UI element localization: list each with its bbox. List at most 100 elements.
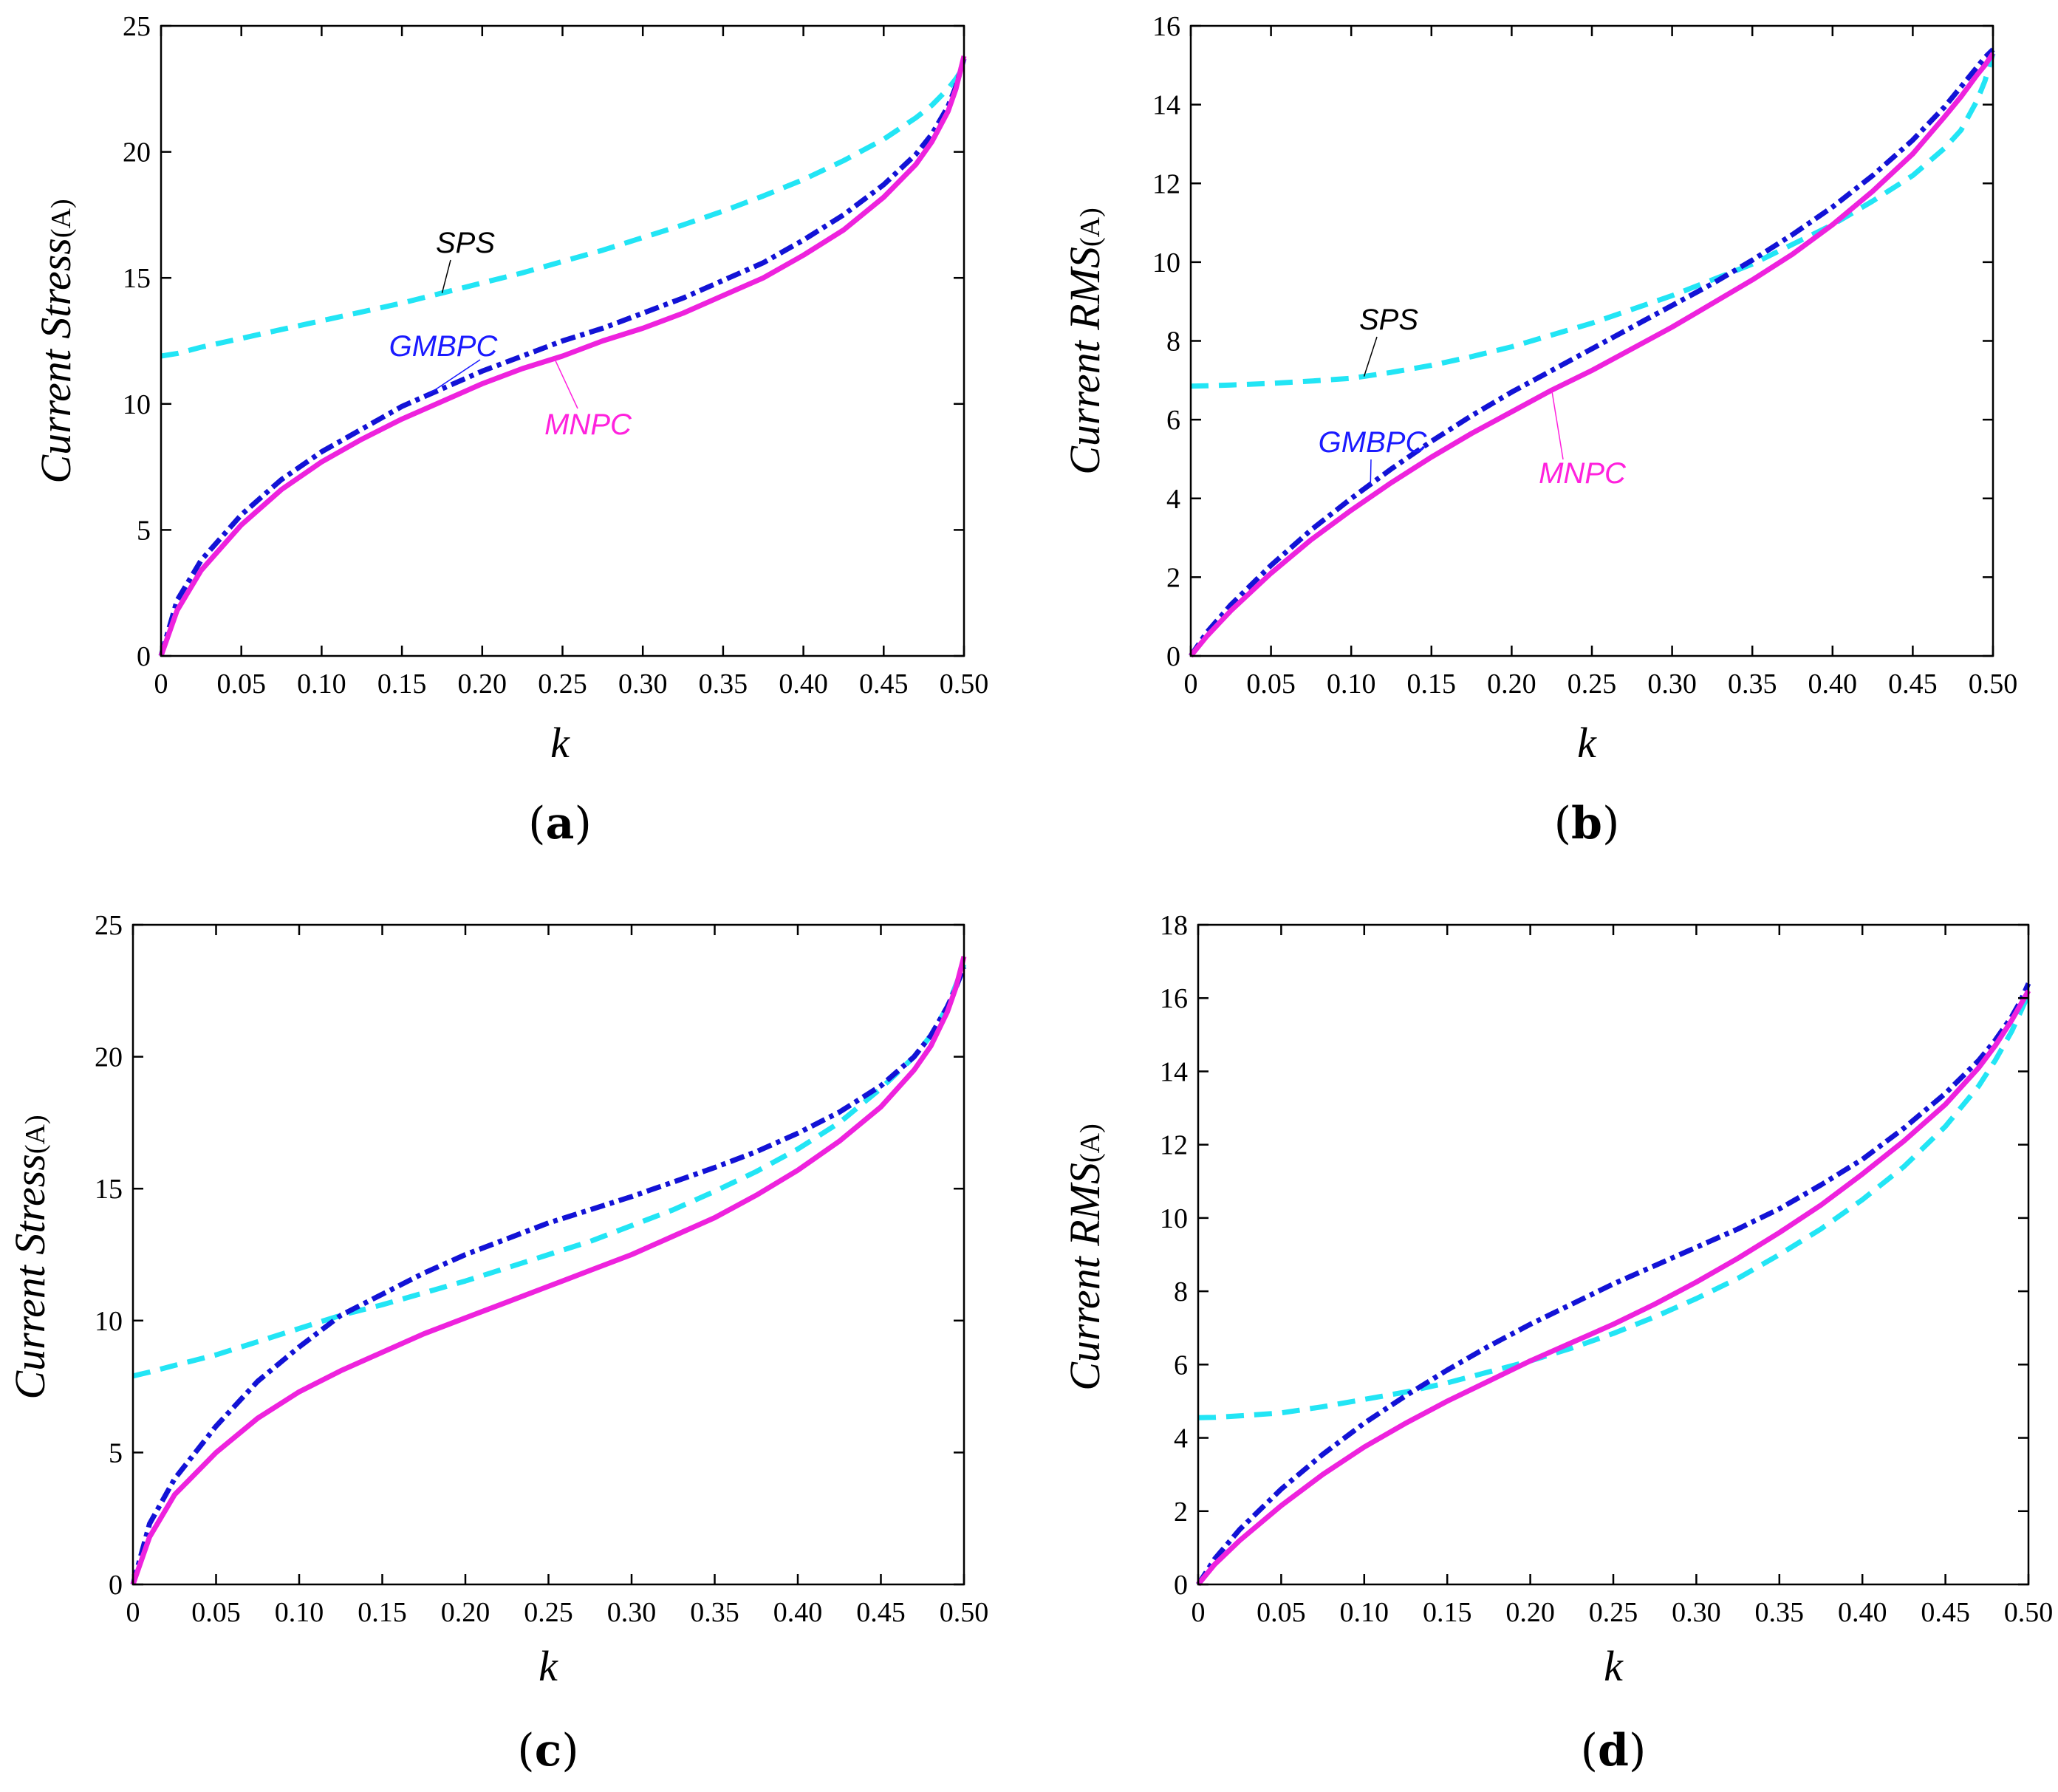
panel-b-ytick-label: 6 [1166, 405, 1180, 436]
panel-b-xtick-label: 0.35 [1728, 668, 1777, 700]
panel-a-series-mnpc [158, 55, 967, 657]
panel-a-ytick-label: 20 [123, 137, 151, 168]
panel-d-ylabel-unit: (A) [1075, 1124, 1106, 1163]
panel-c-series-sps [132, 963, 967, 1379]
panel-b-series-mnpc [1189, 52, 1995, 658]
panel-d-ytick-label: 4 [1174, 1423, 1188, 1454]
panel-b-annotation-mnpc: MNPC [1539, 457, 1627, 490]
panel-b-xtick-label: 0 [1184, 668, 1198, 700]
panel-b-xtick-label: 0.45 [1888, 668, 1938, 700]
panel-d-xtick-label: 0.35 [1755, 1597, 1805, 1628]
panel-c-plot: 0 0.05 0.10 0.15 0.20 0.25 0.30 0.35 0.40 0.45 0.5… [95, 910, 988, 1628]
panel-d-xtick-label: 0.45 [1921, 1597, 1970, 1628]
panel-c-series-gmbpc [130, 965, 967, 1585]
panel-a-ylabel: Current Stress(A) [32, 199, 80, 483]
panel-a-xtick-label: 0.05 [216, 668, 266, 700]
panel-c-ytick-label: 5 [109, 1437, 123, 1468]
panel-c-letter: c [535, 1725, 562, 1776]
panel-b-xtick-label: 0.05 [1246, 668, 1296, 700]
panel-a-xtick-label: 0.25 [538, 668, 587, 700]
panel-a-ylabel-main: Current Stress [32, 238, 80, 483]
panel-b-plot: 0 0.05 0.10 0.15 0.20 0.25 0.30 0.35 0.40 0.45 0.5… [1152, 11, 2017, 700]
panel-c-xtick-label: 0.35 [690, 1597, 739, 1628]
panel-a-annotation-sps: SPS [436, 227, 495, 259]
panel-d-ytick-label: 0 [1174, 1570, 1188, 1601]
panel-a-xtick-label: 0.45 [859, 668, 909, 700]
panel-b-xtick-label: 0.50 [1969, 668, 2018, 700]
panel-a-ytick-label: 15 [123, 263, 151, 294]
panel-b: 0 0.05 0.10 0.15 0.20 0.25 0.30 0.35 0.40 0.45 0.5… [1061, 11, 2017, 849]
panel-b-xtick-label: 0.25 [1568, 668, 1617, 700]
panel-b-ytick-label: 12 [1152, 168, 1180, 199]
panel-b-xtick-label: 0.20 [1487, 668, 1536, 700]
panel-b-ytick-label: 14 [1152, 90, 1180, 121]
panel-d-ytick-label: 6 [1174, 1350, 1188, 1381]
panel-b-letter: b [1571, 798, 1602, 849]
panel-d-frame [1197, 923, 2030, 1586]
panel-b-ytick-label: 16 [1152, 11, 1180, 42]
panel-c-label: (c) [517, 1725, 578, 1776]
panel-d-ytick-label: 16 [1160, 983, 1188, 1014]
panel-b-leader-mnpc [1551, 390, 1564, 460]
panel-d-series-gmbpc [1196, 982, 2031, 1586]
panel-a-xtick-label: 0.40 [779, 668, 828, 700]
panel-a-xtick-label: 0.50 [940, 668, 989, 700]
panel-d-xtick-label: 0.30 [1672, 1597, 1721, 1628]
panel-b-ytick-label: 2 [1166, 562, 1180, 593]
panel-c-xtick-label: 0.40 [773, 1597, 823, 1628]
panel-b-leader-gmbpc [1370, 459, 1372, 485]
panel-d-xtick-label: 0.15 [1423, 1597, 1472, 1628]
panel-c-ylabel-unit: (A) [20, 1115, 51, 1154]
panel-d-xtick-label: 0.50 [2004, 1597, 2054, 1628]
panel-b-xtick-label: 0.10 [1327, 668, 1376, 700]
panel-d: 0 0.05 0.10 0.15 0.20 0.25 0.30 0.35 0.40 0.45 0.5… [1061, 910, 2053, 1776]
panel-a-ytick-label: 10 [123, 389, 151, 420]
panel-b-label: (b) [1554, 798, 1620, 849]
panel-d-series-sps [1197, 993, 2031, 1420]
panel-c-xtick-label: 0.05 [191, 1597, 241, 1628]
panel-d-ylabel: Current RMS(A) [1061, 1124, 1109, 1391]
panel-c-series-mnpc [130, 956, 967, 1586]
panel-d-xtick-label: 0.40 [1838, 1597, 1887, 1628]
panel-c-xtick-label: 0.45 [856, 1597, 906, 1628]
panel-b-xlabel: k [1577, 719, 1597, 767]
panel-b-frame [1189, 24, 1994, 657]
panel-a-series-gmbpc [158, 58, 967, 657]
panel-b-ylabel-unit: (A) [1075, 208, 1106, 247]
panel-d-ylabel-main: Current RMS [1061, 1163, 1109, 1391]
panel-a-leader-mnpc [553, 358, 578, 409]
panel-a-xtick-label: 0.35 [699, 668, 748, 700]
panel-b-xtick-label: 0.15 [1407, 668, 1457, 700]
panel-a-annotation-gmbpc: GMBPC [389, 330, 499, 363]
panel-a-xtick-label: 0.15 [377, 668, 427, 700]
panel-d-ytick-label: 14 [1160, 1056, 1188, 1087]
panel-a-annotation-mnpc: MNPC [544, 408, 632, 441]
panel-a-ytick-label: 25 [123, 11, 151, 42]
panel-b-ytick-label: 4 [1166, 484, 1180, 515]
panel-d-ytick-label: 8 [1174, 1276, 1188, 1307]
panel-d-xtick-label: 0.10 [1340, 1597, 1389, 1628]
panel-d-xtick-label: 0 [1192, 1597, 1206, 1628]
panel-d-ytick-label: 2 [1174, 1497, 1188, 1528]
panel-d-plot: 0 0.05 0.10 0.15 0.20 0.25 0.30 0.35 0.40 0.45 0.5… [1160, 910, 2053, 1628]
panel-a-ytick-label: 0 [137, 641, 151, 672]
panel-c-ytick-label: 20 [95, 1042, 123, 1073]
panel-d-xtick-label: 0.20 [1505, 1597, 1555, 1628]
panel-a-label: (a) [528, 798, 592, 849]
panel-b-xtick-label: 0.40 [1808, 668, 1858, 700]
panel-b-ylabel-main: Current RMS [1061, 247, 1109, 475]
panel-a-xtick-label: 0.10 [297, 668, 346, 700]
panel-a-leader-gmbpc [425, 359, 481, 397]
panel-d-xtick-label: 0.05 [1257, 1597, 1306, 1628]
panel-b-annotation-gmbpc: GMBPC [1319, 426, 1428, 459]
panel-b-ytick-label: 0 [1166, 641, 1180, 672]
panel-a-plot: 0 0.05 0.10 0.15 0.20 0.25 0.30 0.35 0.40 0.45 0.5… [123, 11, 988, 700]
panel-a-xtick-label: 0 [154, 668, 168, 700]
panel-c-ytick-label: 0 [109, 1570, 123, 1601]
panel-a-leader-sps [441, 259, 451, 293]
panel-c-xtick-label: 0.15 [358, 1597, 407, 1628]
panel-c-xtick-label: 0.20 [441, 1597, 490, 1628]
panel-a-letter: a [546, 798, 575, 849]
panel-c-xtick-label: 0 [126, 1597, 140, 1628]
